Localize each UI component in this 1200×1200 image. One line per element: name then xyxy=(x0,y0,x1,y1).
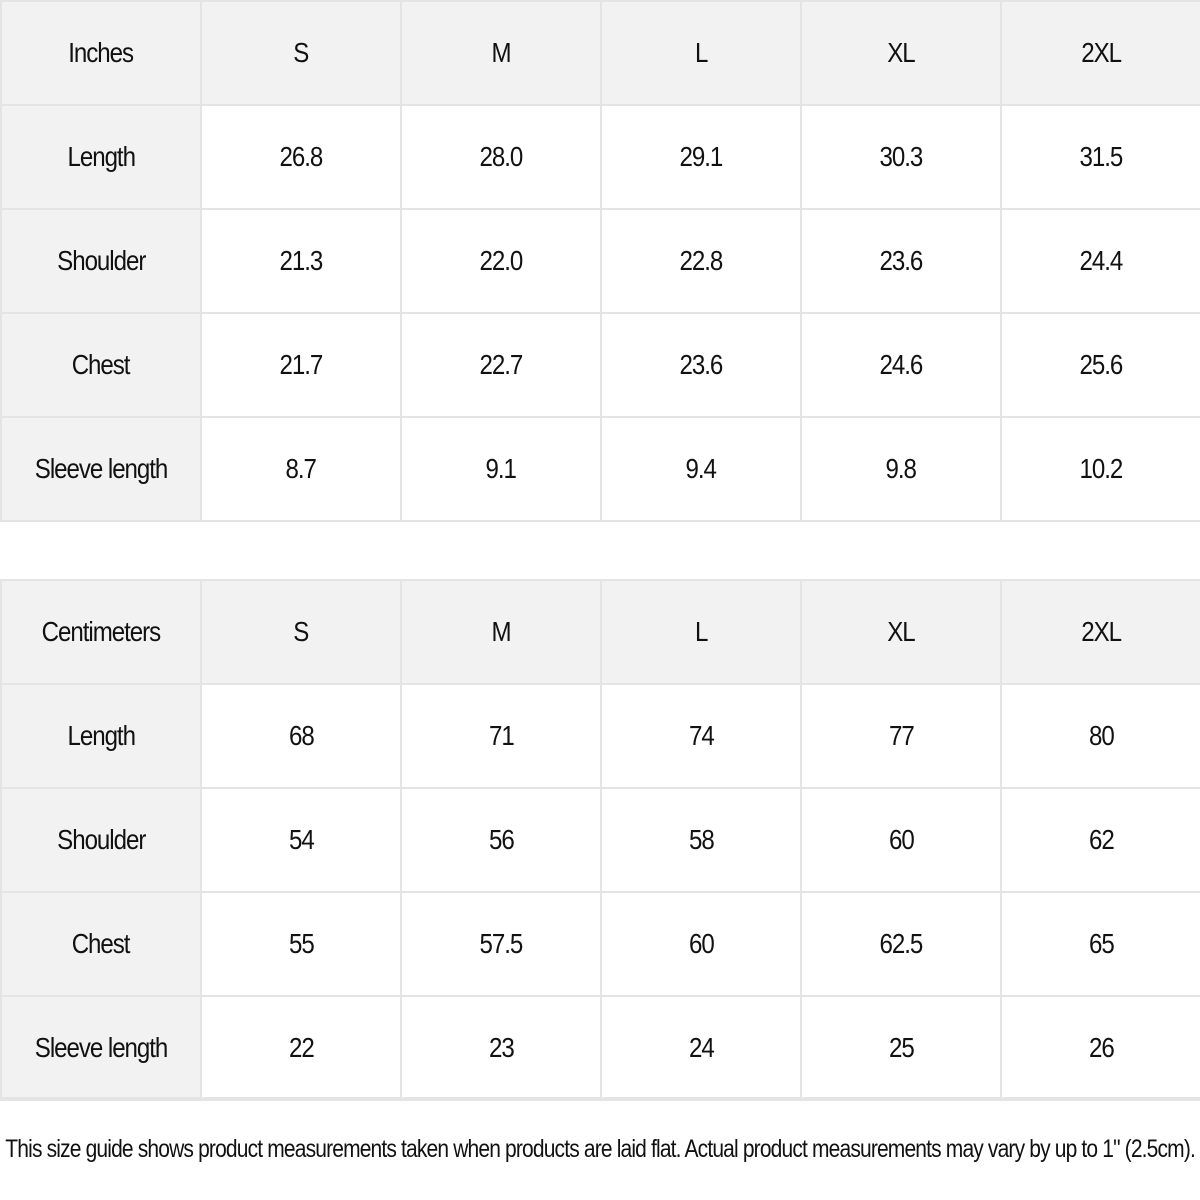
table-cell: 21.3 xyxy=(200,208,402,314)
table-cell: 22 xyxy=(200,995,402,1101)
table-cell: 30.3 xyxy=(800,104,1002,210)
table-cell: 68 xyxy=(200,683,402,789)
row-label: Chest xyxy=(0,891,202,997)
table-cell: 25 xyxy=(800,995,1002,1101)
table-cell: 9.8 xyxy=(800,416,1002,522)
centimeters-size-table: Centimeters S M L XL 2XL Length 68 71 74… xyxy=(0,579,1200,1101)
size-header-l: L xyxy=(600,0,802,106)
table-cell: 74 xyxy=(600,683,802,789)
table-row: Shoulder 54 56 58 60 62 xyxy=(0,787,1200,893)
table-cell: 57.5 xyxy=(400,891,602,997)
table-cell: 26 xyxy=(1000,995,1200,1101)
table-cell: 24 xyxy=(600,995,802,1101)
table-cell: 54 xyxy=(200,787,402,893)
table-cell: 31.5 xyxy=(1000,104,1200,210)
table-row: Chest 55 57.5 60 62.5 65 xyxy=(0,891,1200,997)
size-header-m: M xyxy=(400,579,602,685)
size-header-xl: XL xyxy=(800,579,1002,685)
row-label: Length xyxy=(0,104,202,210)
table-header-row: Inches S M L XL 2XL xyxy=(0,0,1200,106)
table-cell: 77 xyxy=(800,683,1002,789)
size-header-xl: XL xyxy=(800,0,1002,106)
table-cell: 8.7 xyxy=(200,416,402,522)
table-cell: 26.8 xyxy=(200,104,402,210)
table-cell: 28.0 xyxy=(400,104,602,210)
measurement-note: This size guide shows product measuremen… xyxy=(0,1097,1200,1200)
table-row: Sleeve length 22 23 24 25 26 xyxy=(0,995,1200,1101)
table-cell: 22.7 xyxy=(400,312,602,418)
table-cell: 23.6 xyxy=(800,208,1002,314)
row-label: Chest xyxy=(0,312,202,418)
unit-header: Inches xyxy=(0,0,202,106)
table-cell: 10.2 xyxy=(1000,416,1200,522)
table-row: Length 26.8 28.0 29.1 30.3 31.5 xyxy=(0,104,1200,210)
table-cell: 62.5 xyxy=(800,891,1002,997)
row-label: Sleeve length xyxy=(0,995,202,1101)
table-cell: 56 xyxy=(400,787,602,893)
inches-size-table: Inches S M L XL 2XL Length 26.8 28.0 29.… xyxy=(0,0,1200,522)
table-header-row: Centimeters S M L XL 2XL xyxy=(0,579,1200,685)
table-cell: 23 xyxy=(400,995,602,1101)
table-cell: 62 xyxy=(1000,787,1200,893)
table-cell: 29.1 xyxy=(600,104,802,210)
table-row: Chest 21.7 22.7 23.6 24.6 25.6 xyxy=(0,312,1200,418)
unit-header: Centimeters xyxy=(0,579,202,685)
measurement-note-text: This size guide shows product measuremen… xyxy=(5,1135,1196,1163)
table-cell: 60 xyxy=(600,891,802,997)
table-cell: 24.4 xyxy=(1000,208,1200,314)
size-header-l: L xyxy=(600,579,802,685)
size-header-2xl: 2XL xyxy=(1000,0,1200,106)
table-row: Length 68 71 74 77 80 xyxy=(0,683,1200,789)
table-row: Shoulder 21.3 22.0 22.8 23.6 24.4 xyxy=(0,208,1200,314)
table-cell: 22.0 xyxy=(400,208,602,314)
table-row: Sleeve length 8.7 9.1 9.4 9.8 10.2 xyxy=(0,416,1200,522)
row-label: Sleeve length xyxy=(0,416,202,522)
table-cell: 80 xyxy=(1000,683,1200,789)
size-header-2xl: 2XL xyxy=(1000,579,1200,685)
row-label: Shoulder xyxy=(0,208,202,314)
size-header-s: S xyxy=(200,0,402,106)
table-cell: 23.6 xyxy=(600,312,802,418)
table-cell: 9.4 xyxy=(600,416,802,522)
table-cell: 24.6 xyxy=(800,312,1002,418)
table-cell: 21.7 xyxy=(200,312,402,418)
table-cell: 65 xyxy=(1000,891,1200,997)
row-label: Length xyxy=(0,683,202,789)
table-cell: 55 xyxy=(200,891,402,997)
table-cell: 25.6 xyxy=(1000,312,1200,418)
table-cell: 22.8 xyxy=(600,208,802,314)
row-label: Shoulder xyxy=(0,787,202,893)
table-cell: 60 xyxy=(800,787,1002,893)
table-cell: 58 xyxy=(600,787,802,893)
table-cell: 9.1 xyxy=(400,416,602,522)
size-header-m: M xyxy=(400,0,602,106)
table-cell: 71 xyxy=(400,683,602,789)
size-header-s: S xyxy=(200,579,402,685)
